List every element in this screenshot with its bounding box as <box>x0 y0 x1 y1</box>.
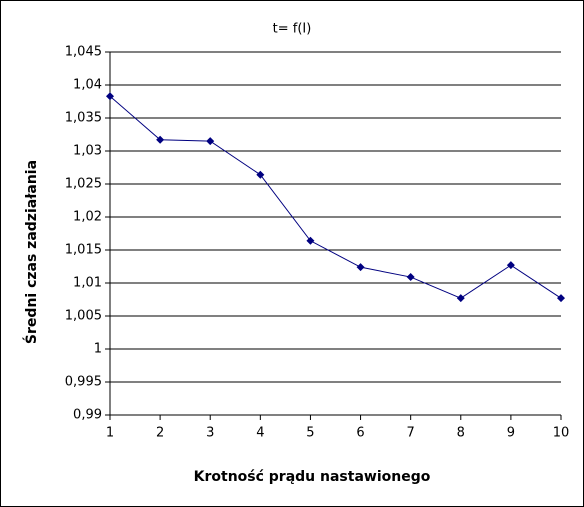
x-tick-label: 10 <box>553 426 570 441</box>
x-tick-label: 7 <box>407 426 415 441</box>
x-tick-label: 5 <box>306 426 314 441</box>
data-point <box>256 170 265 179</box>
y-tick-label: 1,035 <box>65 111 102 126</box>
x-tick-label: 8 <box>457 426 465 441</box>
data-point <box>557 294 565 303</box>
data-point <box>106 92 114 101</box>
x-tick-label: 3 <box>206 426 214 441</box>
data-point <box>356 263 365 272</box>
data-point <box>156 135 165 144</box>
x-tick-label: 1 <box>106 426 114 441</box>
y-tick-label: 1,005 <box>65 309 102 324</box>
y-tick-label: 1,045 <box>65 45 102 60</box>
y-tick-label: 0,99 <box>73 408 102 423</box>
data-point <box>506 261 515 270</box>
y-tick-label: 1,03 <box>73 144 102 159</box>
data-point <box>406 273 415 282</box>
y-tick-label: 1,02 <box>73 210 102 225</box>
y-tick-label: 1,01 <box>73 276 102 291</box>
x-tick-label: 9 <box>507 426 515 441</box>
y-tick-label: 1 <box>94 342 102 357</box>
x-tick-label: 6 <box>356 426 364 441</box>
data-point <box>206 137 215 146</box>
x-tick-label: 4 <box>256 426 264 441</box>
y-tick-label: 1,015 <box>65 243 102 258</box>
x-axis-label: Krotność prądu nastawionego <box>194 469 431 485</box>
data-point <box>306 236 315 245</box>
series-line <box>109 95 562 299</box>
x-tick-label: 2 <box>156 426 164 441</box>
y-tick-label: 0,995 <box>65 375 102 390</box>
y-axis-label: Średni czas zadziałania <box>22 160 40 344</box>
y-tick-label: 1,025 <box>65 177 102 192</box>
chart-title: t= f(I) <box>273 22 312 37</box>
data-point <box>456 294 465 303</box>
y-tick-label: 1,04 <box>73 78 102 93</box>
